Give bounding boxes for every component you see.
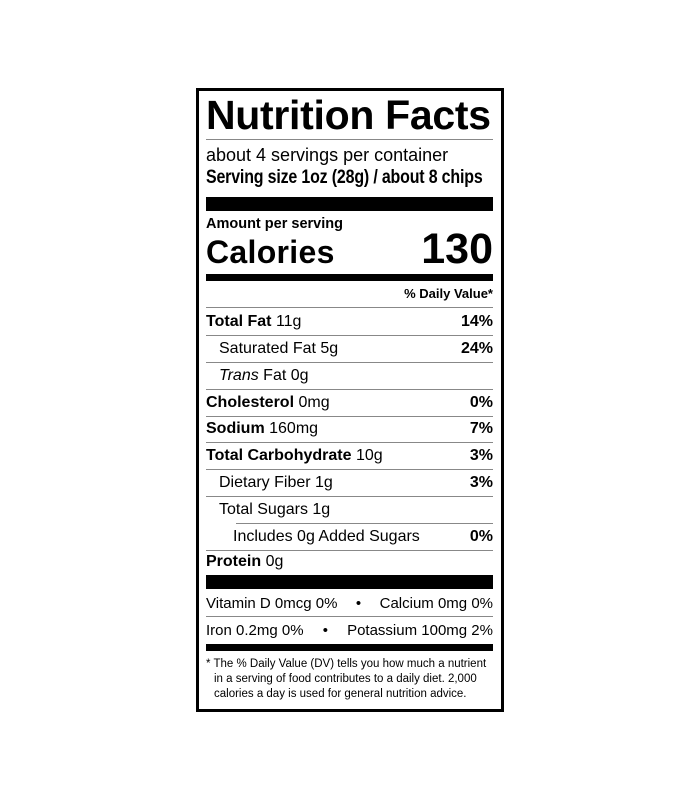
nutrient-name: Protein xyxy=(206,553,262,570)
nutrient-name: Total Fat xyxy=(206,313,272,330)
nutrient-name: Cholesterol xyxy=(206,394,295,411)
nutrient-dv: 14% xyxy=(460,313,493,330)
nutrient-name: Includes 0g Added Sugars xyxy=(233,528,420,545)
iron: Iron 0.2mg 0% xyxy=(206,621,304,639)
divider xyxy=(206,139,493,140)
label-title: Nutrition Facts xyxy=(206,92,491,138)
bullet-separator: • xyxy=(355,594,362,612)
nutrient-dv: 24% xyxy=(460,340,493,357)
nutrient-row-added-sugars: Includes 0g Added Sugars 0% xyxy=(206,524,493,551)
vitamin-row: Vitamin D 0mcg 0% • Calcium 0mg 0% xyxy=(206,590,493,617)
nutrient-amount: 160mg xyxy=(269,420,319,437)
nutrient-row-sodium: Sodium 160mg 7% xyxy=(206,416,493,443)
nutrient-row-dietary-fiber: Dietary Fiber 1g 3% xyxy=(206,470,493,497)
thick-divider xyxy=(206,575,493,589)
serving-size: Serving size 1oz (28g) / about 8 chips xyxy=(206,167,483,188)
footnote-line: calories a day is used for general nutri… xyxy=(214,688,467,700)
footnote-line: in a serving of food contributes to a da… xyxy=(214,673,477,685)
medium-divider xyxy=(206,274,493,281)
bullet-separator: • xyxy=(322,621,328,639)
divider xyxy=(206,307,493,308)
divider xyxy=(236,523,493,524)
footnote: * The % Daily Value (DV) tells you how m… xyxy=(206,657,493,702)
nutrient-row-protein: Protein 0g xyxy=(206,549,493,575)
nutrient-name: Total Sugars xyxy=(219,501,308,518)
calcium: Calcium 0mg 0% xyxy=(379,594,493,612)
thick-divider xyxy=(206,197,493,211)
nutrient-amount: 5g xyxy=(320,340,339,357)
nutrient-name: Dietary Fiber xyxy=(219,474,311,491)
vitamin-d: Vitamin D 0mcg 0% xyxy=(206,594,338,612)
nutrient-dv: 7% xyxy=(469,420,493,437)
nutrient-dv: 0% xyxy=(469,394,493,411)
nutrient-dv: 0% xyxy=(469,528,493,545)
nutrient-amount: 0g xyxy=(265,553,284,570)
daily-value-header: % Daily Value* xyxy=(404,286,493,301)
nutrition-facts-label: Nutrition Facts about 4 servings per con… xyxy=(196,88,504,712)
potassium: Potassium 100mg 2% xyxy=(347,621,493,639)
nutrient-row-total-carbohydrate: Total Carbohydrate 10g 3% xyxy=(206,443,493,470)
calories-row: Calories 130 xyxy=(206,225,493,273)
footnote-line: * The % Daily Value (DV) tells you how m… xyxy=(206,658,487,670)
nutrient-amount: 0g xyxy=(290,367,309,384)
nutrient-row-total-sugars: Total Sugars 1g xyxy=(206,497,493,523)
nutrient-name: Saturated Fat xyxy=(219,340,316,357)
nutrient-name: Trans xyxy=(219,367,259,384)
nutrient-row-cholesterol: Cholesterol 0mg 0% xyxy=(206,390,493,417)
nutrient-amount: 1g xyxy=(312,501,331,518)
nutrient-name: Sodium xyxy=(206,420,265,437)
mineral-row: Iron 0.2mg 0% • Potassium 100mg 2% xyxy=(206,617,493,643)
nutrient-row-total-fat: Total Fat 11g 14% xyxy=(206,309,493,336)
nutrient-row-trans-fat: Trans Fat 0g xyxy=(206,363,493,390)
amount-per-serving: Amount per serving xyxy=(206,216,343,232)
calories-value: 130 xyxy=(421,225,493,273)
nutrient-name-rest: Fat xyxy=(263,367,287,384)
nutrient-amount: 1g xyxy=(315,474,333,491)
nutrient-amount: 0mg xyxy=(298,394,330,411)
nutrient-row-saturated-fat: Saturated Fat 5g 24% xyxy=(206,336,493,363)
calories-label: Calories xyxy=(206,234,335,270)
nutrient-amount: 11g xyxy=(275,313,302,330)
medium-divider xyxy=(206,644,493,651)
servings-per-container: about 4 servings per container xyxy=(206,145,449,165)
nutrient-amount: 10g xyxy=(355,447,383,464)
nutrient-name: Total Carbohydrate xyxy=(206,447,352,464)
nutrient-dv: 3% xyxy=(469,447,493,464)
nutrient-dv: 3% xyxy=(469,474,493,491)
